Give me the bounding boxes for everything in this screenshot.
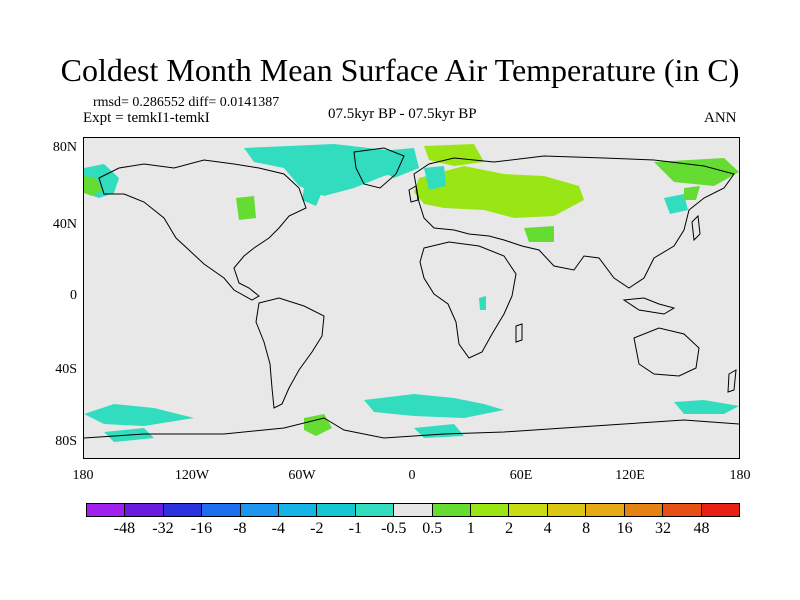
anomaly-southern-ocean-3 bbox=[364, 394, 504, 418]
lon-label-60e: 60E bbox=[509, 468, 533, 483]
colorbar-label: 8 bbox=[582, 520, 591, 537]
colorbar bbox=[86, 503, 740, 517]
coast-japan bbox=[691, 214, 701, 242]
colorbar-label: -4 bbox=[271, 520, 285, 537]
colorbar-label: 1 bbox=[466, 520, 475, 537]
colorbar-label: 16 bbox=[616, 520, 633, 537]
anomaly-africa bbox=[479, 296, 486, 310]
colorbar-swatch bbox=[87, 504, 126, 516]
coast-uk bbox=[408, 185, 419, 203]
colorbar-swatch bbox=[509, 504, 548, 516]
map-canvas bbox=[84, 144, 739, 442]
lon-label-120w: 120W bbox=[174, 468, 210, 483]
world-map bbox=[83, 137, 740, 459]
colorbar-label: 2 bbox=[505, 520, 514, 537]
colorbar-label: -2 bbox=[310, 520, 324, 537]
anomaly-ross bbox=[674, 400, 739, 414]
coast-greenland bbox=[353, 147, 405, 189]
coast-europe-asia bbox=[413, 155, 735, 289]
anomaly-caspian bbox=[524, 226, 554, 242]
colorbar-label: 32 bbox=[655, 520, 672, 537]
colorbar-label: -0.5 bbox=[381, 520, 407, 537]
anomaly-eurasia bbox=[414, 166, 584, 218]
colorbar-label: 4 bbox=[543, 520, 552, 537]
season-label: ANN bbox=[704, 110, 737, 126]
colorbar-swatch bbox=[125, 504, 164, 516]
colorbar-swatch bbox=[586, 504, 625, 516]
anomaly-hudson bbox=[302, 188, 322, 206]
experiment-label: Expt = temkI1-temkI bbox=[83, 110, 210, 126]
coast-madagascar bbox=[515, 323, 523, 343]
anomaly-taymyr bbox=[424, 144, 484, 166]
colorbar-swatch bbox=[355, 504, 395, 516]
coast-indonesia bbox=[622, 297, 676, 315]
colorbar-swatch bbox=[432, 504, 472, 516]
colorbar-label: -32 bbox=[152, 520, 174, 537]
colorbar-label: -8 bbox=[233, 520, 247, 537]
colorbar-swatch bbox=[163, 504, 203, 516]
lat-label-40n: 40N bbox=[52, 217, 77, 232]
anomaly-antarctic-east bbox=[414, 424, 464, 438]
colorbar-swatch bbox=[317, 504, 356, 516]
anomaly-weddell bbox=[304, 414, 332, 436]
colorbar-label: -1 bbox=[348, 520, 362, 537]
anomaly-southern-ocean-1 bbox=[84, 404, 194, 426]
anomaly-labrador bbox=[236, 196, 256, 220]
colorbar-label: 0.5 bbox=[422, 520, 443, 537]
lon-label-180e: 180 bbox=[729, 468, 751, 483]
colorbar-swatch bbox=[547, 504, 587, 516]
lat-label-80s: 80S bbox=[55, 434, 77, 449]
stats-text: rmsd= 0.286552 diff= 0.0141387 bbox=[93, 95, 280, 110]
colorbar-swatch bbox=[394, 504, 433, 516]
colorbar-swatch bbox=[240, 504, 280, 516]
colorbar-swatch bbox=[279, 504, 318, 516]
anomaly-greenland bbox=[369, 148, 419, 178]
coast-north-america bbox=[98, 159, 307, 301]
coastlines bbox=[84, 147, 739, 439]
lat-label-40s: 40S bbox=[55, 362, 77, 377]
coast-south-america bbox=[255, 297, 325, 409]
colorbar-label: -48 bbox=[113, 520, 136, 537]
lon-label-60w: 60W bbox=[288, 468, 316, 483]
lon-label-180w: 180 bbox=[72, 468, 94, 483]
colorbar-swatch bbox=[701, 504, 739, 516]
lon-label-0: 0 bbox=[408, 468, 416, 483]
colorbar-label: 48 bbox=[693, 520, 710, 537]
period-label: 07.5kyr BP - 07.5kyr BP bbox=[328, 106, 477, 122]
anomaly-siberia-east bbox=[84, 176, 102, 196]
coast-australia bbox=[633, 327, 700, 377]
anomaly-kamchatka bbox=[684, 186, 700, 200]
coast-africa bbox=[419, 241, 517, 359]
lon-label-120e: 120E bbox=[615, 468, 645, 483]
colorbar-swatch bbox=[663, 504, 702, 516]
coast-nz bbox=[727, 369, 737, 393]
anomaly-chukotka bbox=[654, 158, 739, 186]
coast-antarctica bbox=[84, 417, 739, 439]
colorbar-swatch bbox=[202, 504, 241, 516]
colorbar-label: -16 bbox=[190, 520, 213, 537]
lat-label-0: 0 bbox=[70, 288, 77, 303]
anomaly-okhotsk bbox=[664, 194, 688, 214]
lat-label-80n: 80N bbox=[52, 140, 77, 155]
anomaly-scandinavia bbox=[424, 166, 446, 190]
anomaly-fill bbox=[84, 144, 739, 442]
chart-title: Coldest Month Mean Surface Air Temperatu… bbox=[60, 52, 740, 88]
colorbar-swatch bbox=[471, 504, 510, 516]
colorbar-swatch bbox=[624, 504, 664, 516]
